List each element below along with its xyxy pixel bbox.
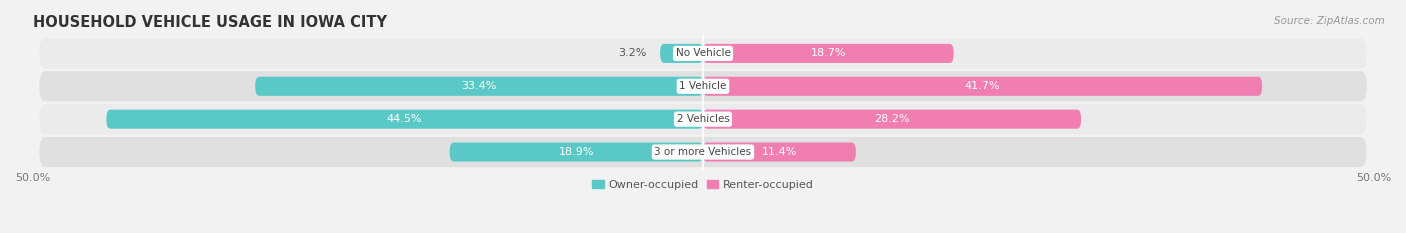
FancyBboxPatch shape bbox=[703, 77, 1263, 96]
Text: 18.9%: 18.9% bbox=[558, 147, 595, 157]
Text: 33.4%: 33.4% bbox=[461, 81, 496, 91]
Text: 28.2%: 28.2% bbox=[875, 114, 910, 124]
Text: 44.5%: 44.5% bbox=[387, 114, 422, 124]
FancyBboxPatch shape bbox=[703, 44, 953, 63]
FancyBboxPatch shape bbox=[659, 44, 703, 63]
Text: HOUSEHOLD VEHICLE USAGE IN IOWA CITY: HOUSEHOLD VEHICLE USAGE IN IOWA CITY bbox=[32, 15, 387, 30]
Legend: Owner-occupied, Renter-occupied: Owner-occupied, Renter-occupied bbox=[588, 175, 818, 194]
Text: 2 Vehicles: 2 Vehicles bbox=[676, 114, 730, 124]
Text: 1 Vehicle: 1 Vehicle bbox=[679, 81, 727, 91]
Text: 41.7%: 41.7% bbox=[965, 81, 1000, 91]
FancyBboxPatch shape bbox=[39, 137, 1367, 167]
FancyBboxPatch shape bbox=[703, 143, 856, 161]
FancyBboxPatch shape bbox=[39, 71, 1367, 101]
FancyBboxPatch shape bbox=[39, 104, 1367, 134]
Text: 3 or more Vehicles: 3 or more Vehicles bbox=[654, 147, 752, 157]
FancyBboxPatch shape bbox=[703, 110, 1081, 129]
FancyBboxPatch shape bbox=[450, 143, 703, 161]
Text: 18.7%: 18.7% bbox=[811, 48, 846, 58]
Text: Source: ZipAtlas.com: Source: ZipAtlas.com bbox=[1274, 16, 1385, 26]
Text: 11.4%: 11.4% bbox=[762, 147, 797, 157]
Text: No Vehicle: No Vehicle bbox=[675, 48, 731, 58]
Text: 3.2%: 3.2% bbox=[619, 48, 647, 58]
FancyBboxPatch shape bbox=[39, 38, 1367, 69]
FancyBboxPatch shape bbox=[256, 77, 703, 96]
FancyBboxPatch shape bbox=[107, 110, 703, 129]
